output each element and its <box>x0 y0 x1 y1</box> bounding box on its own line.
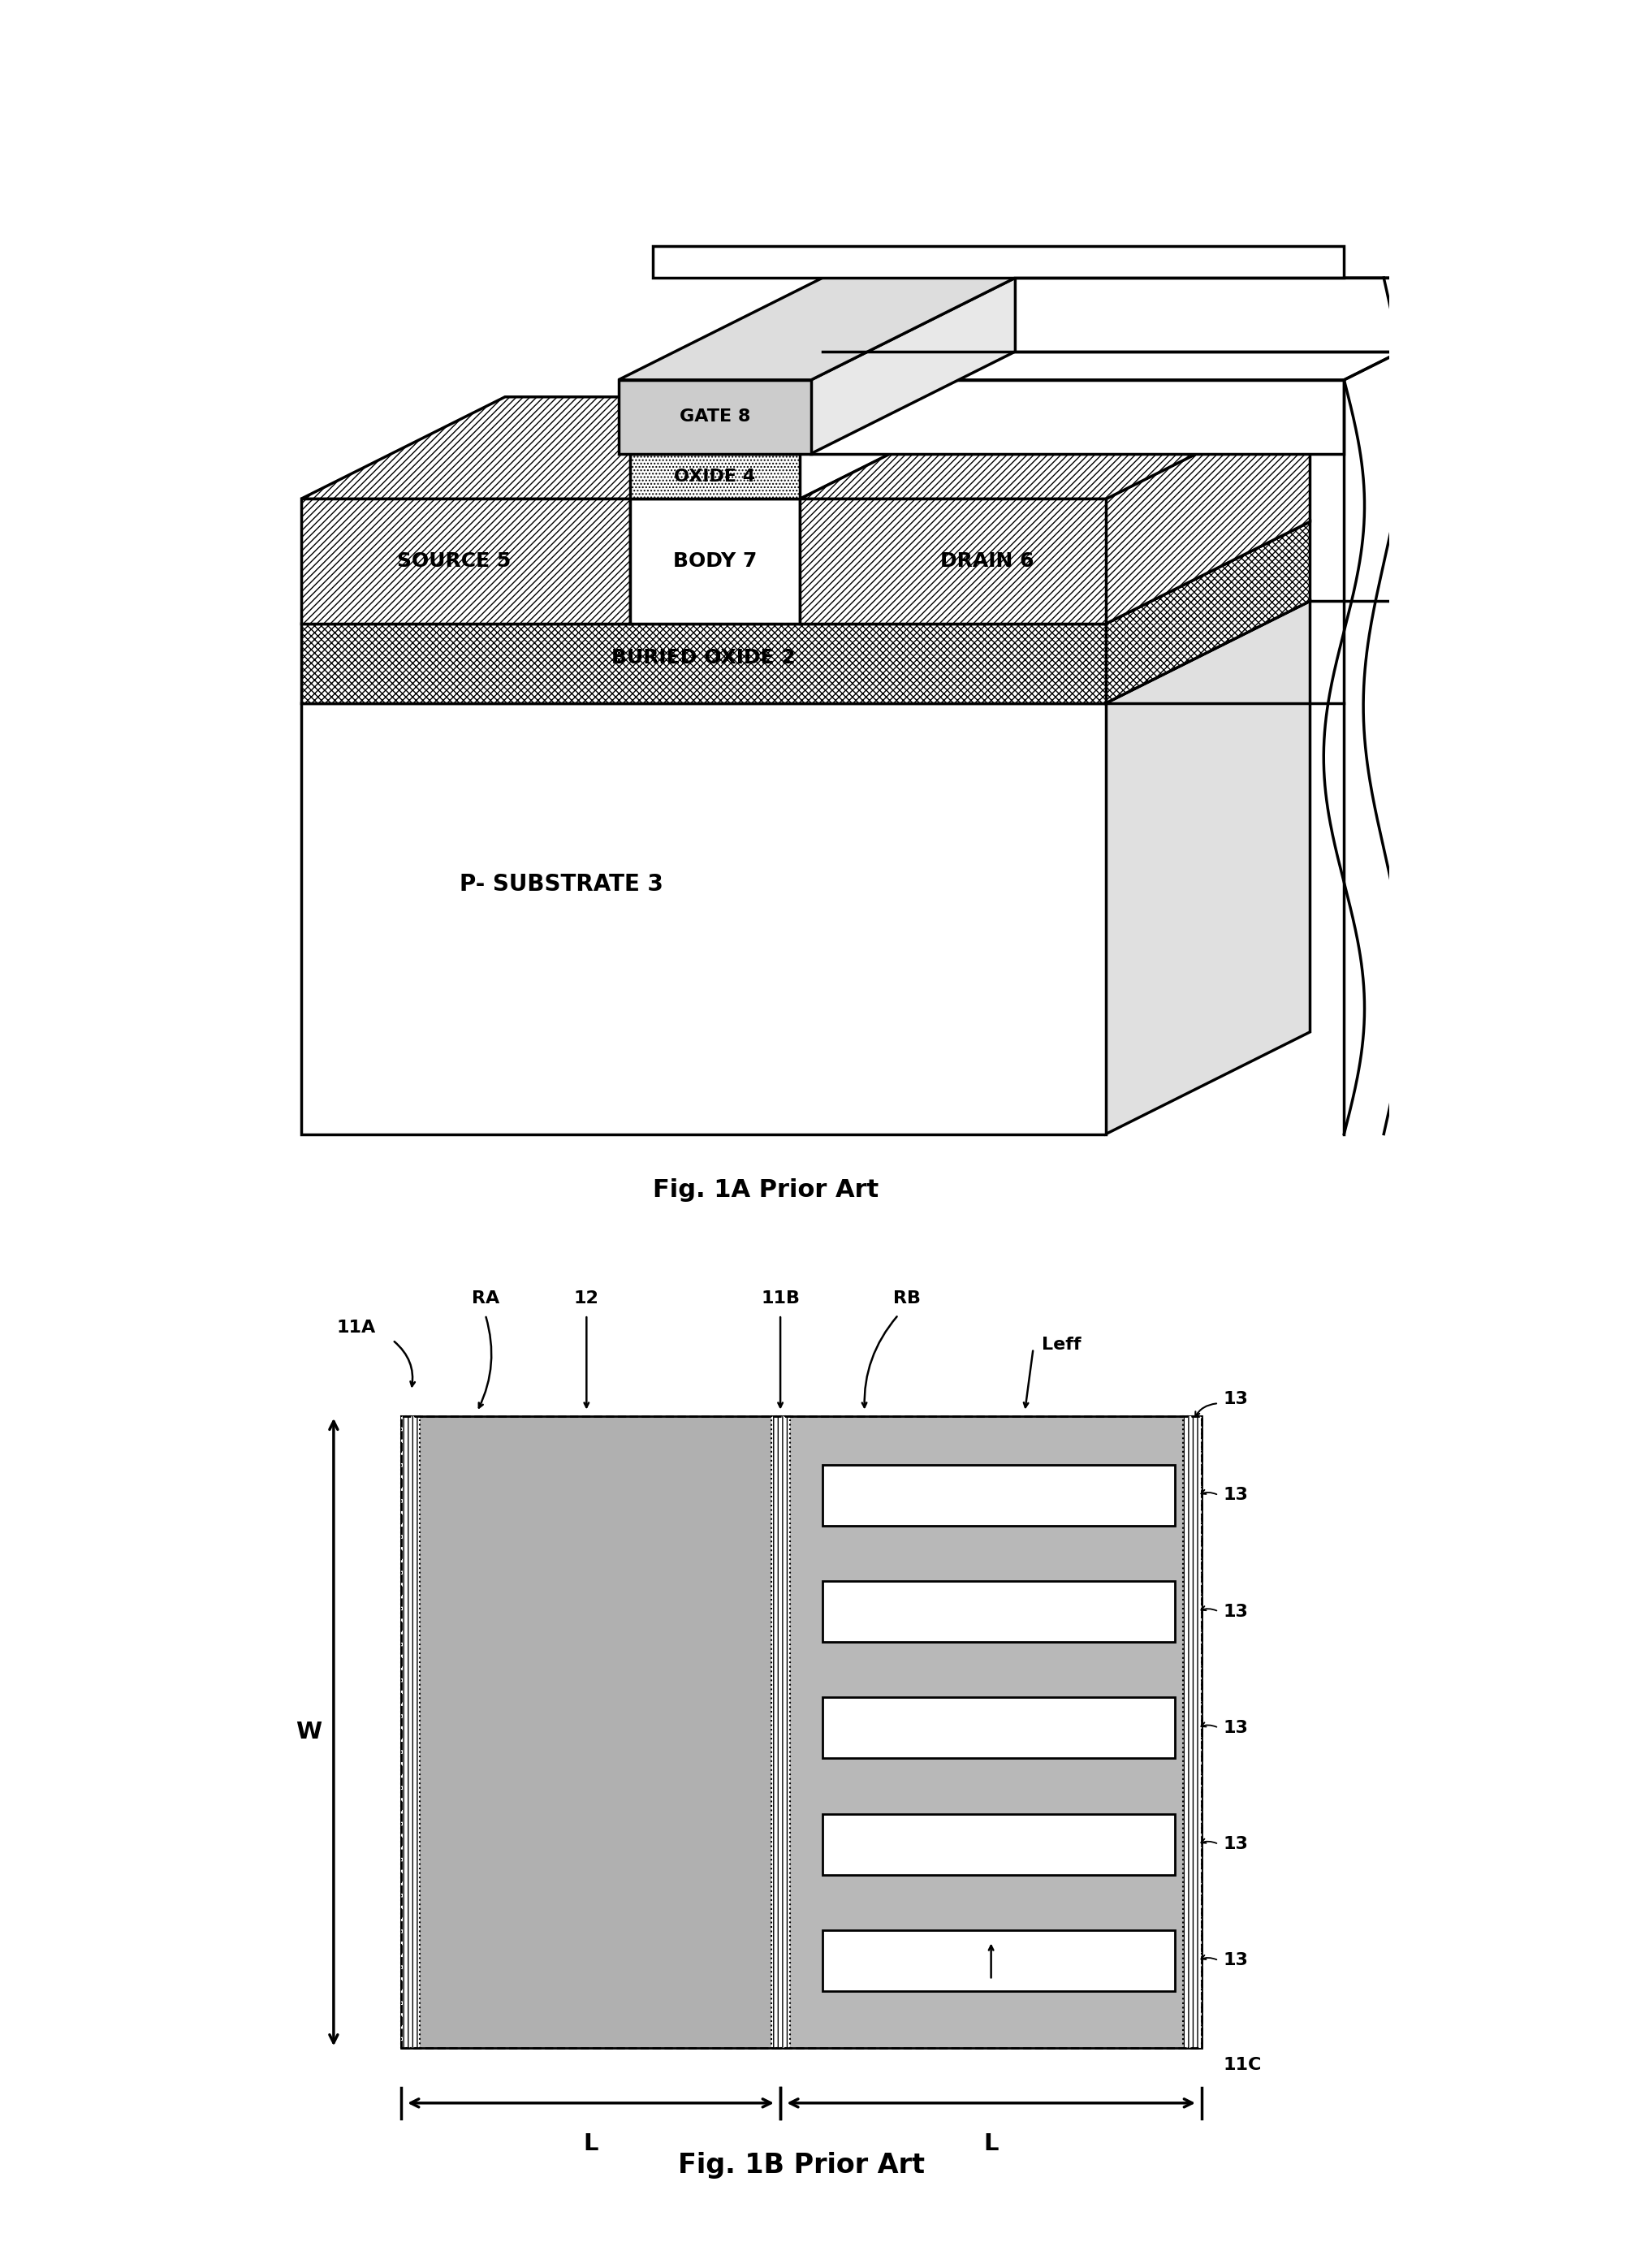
Polygon shape <box>401 1415 780 2048</box>
Polygon shape <box>653 245 1344 277</box>
Bar <box>822 1696 1175 1758</box>
Text: BURIED OXIDE 2: BURIED OXIDE 2 <box>612 649 796 667</box>
Polygon shape <box>780 1415 1202 2048</box>
Bar <box>822 1814 1175 1876</box>
Text: RB: RB <box>893 1290 921 1306</box>
Text: 13: 13 <box>1222 1953 1249 1969</box>
Text: BODY 7: BODY 7 <box>673 551 757 572</box>
Text: L: L <box>984 2132 999 2155</box>
Polygon shape <box>799 499 1105 624</box>
Text: 13: 13 <box>1222 1390 1249 1406</box>
Text: 13: 13 <box>1222 1719 1249 1735</box>
Text: DRAIN 6: DRAIN 6 <box>939 551 1033 572</box>
Polygon shape <box>811 379 1344 454</box>
Bar <box>822 1465 1175 1526</box>
Polygon shape <box>630 397 1003 499</box>
Polygon shape <box>630 352 1003 454</box>
Text: Fig. 1A Prior Art: Fig. 1A Prior Art <box>653 1179 878 1202</box>
Text: 13: 13 <box>1222 1488 1249 1504</box>
Polygon shape <box>799 397 1309 499</box>
Text: P- SUBSTRATE 3: P- SUBSTRATE 3 <box>459 873 663 896</box>
Polygon shape <box>630 499 799 624</box>
Polygon shape <box>301 703 1105 1134</box>
Polygon shape <box>301 397 834 499</box>
Polygon shape <box>301 499 630 624</box>
Text: GATE 8: GATE 8 <box>679 408 750 424</box>
Polygon shape <box>401 1415 419 2048</box>
Bar <box>822 1581 1175 1642</box>
Text: 11A: 11A <box>337 1320 375 1336</box>
Bar <box>822 1930 1175 1991</box>
Text: Leff: Leff <box>1041 1336 1081 1352</box>
Text: Fig. 1B Prior Art: Fig. 1B Prior Art <box>678 2152 924 2180</box>
Polygon shape <box>772 1415 790 2048</box>
Polygon shape <box>1105 601 1309 1134</box>
Text: W: W <box>296 1721 321 1744</box>
Polygon shape <box>301 522 1309 624</box>
Polygon shape <box>1183 1415 1202 2048</box>
Polygon shape <box>811 277 1548 379</box>
Polygon shape <box>301 601 1309 703</box>
Polygon shape <box>811 277 1015 454</box>
Text: RA: RA <box>472 1290 498 1306</box>
Text: OXIDE 4: OXIDE 4 <box>674 467 755 485</box>
Text: L: L <box>584 2132 599 2155</box>
Polygon shape <box>630 454 799 499</box>
Text: 13: 13 <box>1222 1603 1249 1619</box>
Polygon shape <box>619 277 1015 379</box>
Polygon shape <box>1105 397 1309 624</box>
Text: 12: 12 <box>574 1290 599 1306</box>
Text: 11B: 11B <box>762 1290 799 1306</box>
Polygon shape <box>619 379 811 454</box>
Polygon shape <box>301 624 1105 703</box>
Text: SOURCE 5: SOURCE 5 <box>396 551 512 572</box>
Polygon shape <box>1105 522 1309 703</box>
Text: 11C: 11C <box>1222 2057 1262 2073</box>
Text: 13: 13 <box>1222 1837 1249 1853</box>
